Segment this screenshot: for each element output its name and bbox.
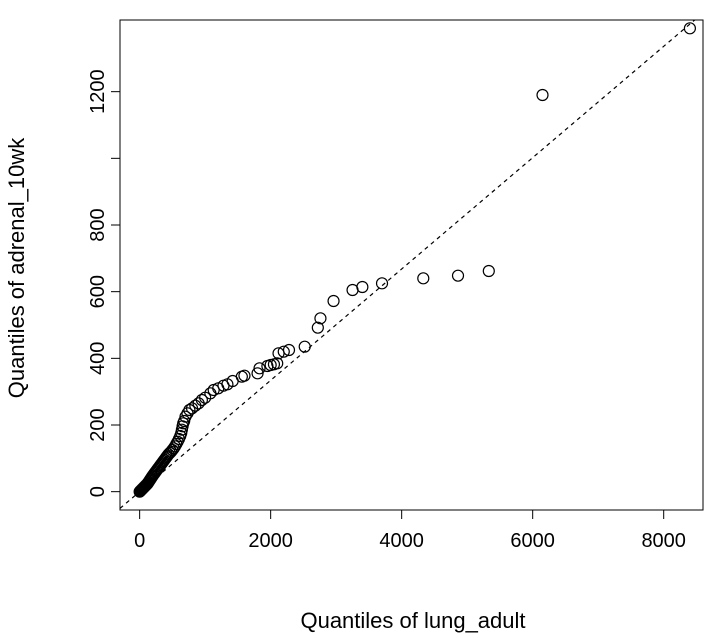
x-axis: 0 2000 4000 6000 8000 [134,509,686,552]
y-axis-label: Quantiles of adrenal_10wk [4,137,29,398]
y-tick-label: 1200 [87,69,109,114]
data-point [179,410,192,423]
data-point [195,393,208,407]
data-point [356,280,369,294]
x-tick-label: 0 [134,530,145,552]
x-tick-label: 6000 [510,530,555,552]
data-point [683,22,696,35]
x-tick-label: 2000 [248,530,293,552]
y-axis: 0 200 400 600 800 1200 [87,69,121,497]
data-point [282,343,296,357]
data-point [298,340,311,353]
data-point [451,269,465,282]
data-point [238,369,251,382]
data-point [314,312,327,325]
data-point [271,357,284,370]
data-point [253,362,266,375]
y-tick-label: 200 [87,408,109,441]
data-points [133,22,696,498]
data-point [311,321,324,334]
plot-frame [119,19,704,511]
x-axis-label: Quantiles of lung_adult [300,608,525,633]
reference-line [119,19,696,509]
data-point [417,272,430,285]
data-point [277,345,290,358]
x-tick-label: 8000 [641,530,686,552]
data-point [375,277,389,290]
data-point [251,367,264,380]
data-point [536,88,549,102]
y-tick-label: 0 [87,486,109,497]
data-point [482,264,495,278]
y-tick-label: 600 [87,275,109,308]
x-tick-label: 4000 [379,530,424,552]
y-tick-label: 800 [87,208,109,241]
data-point [327,294,340,308]
y-tick-label: 400 [87,342,109,375]
